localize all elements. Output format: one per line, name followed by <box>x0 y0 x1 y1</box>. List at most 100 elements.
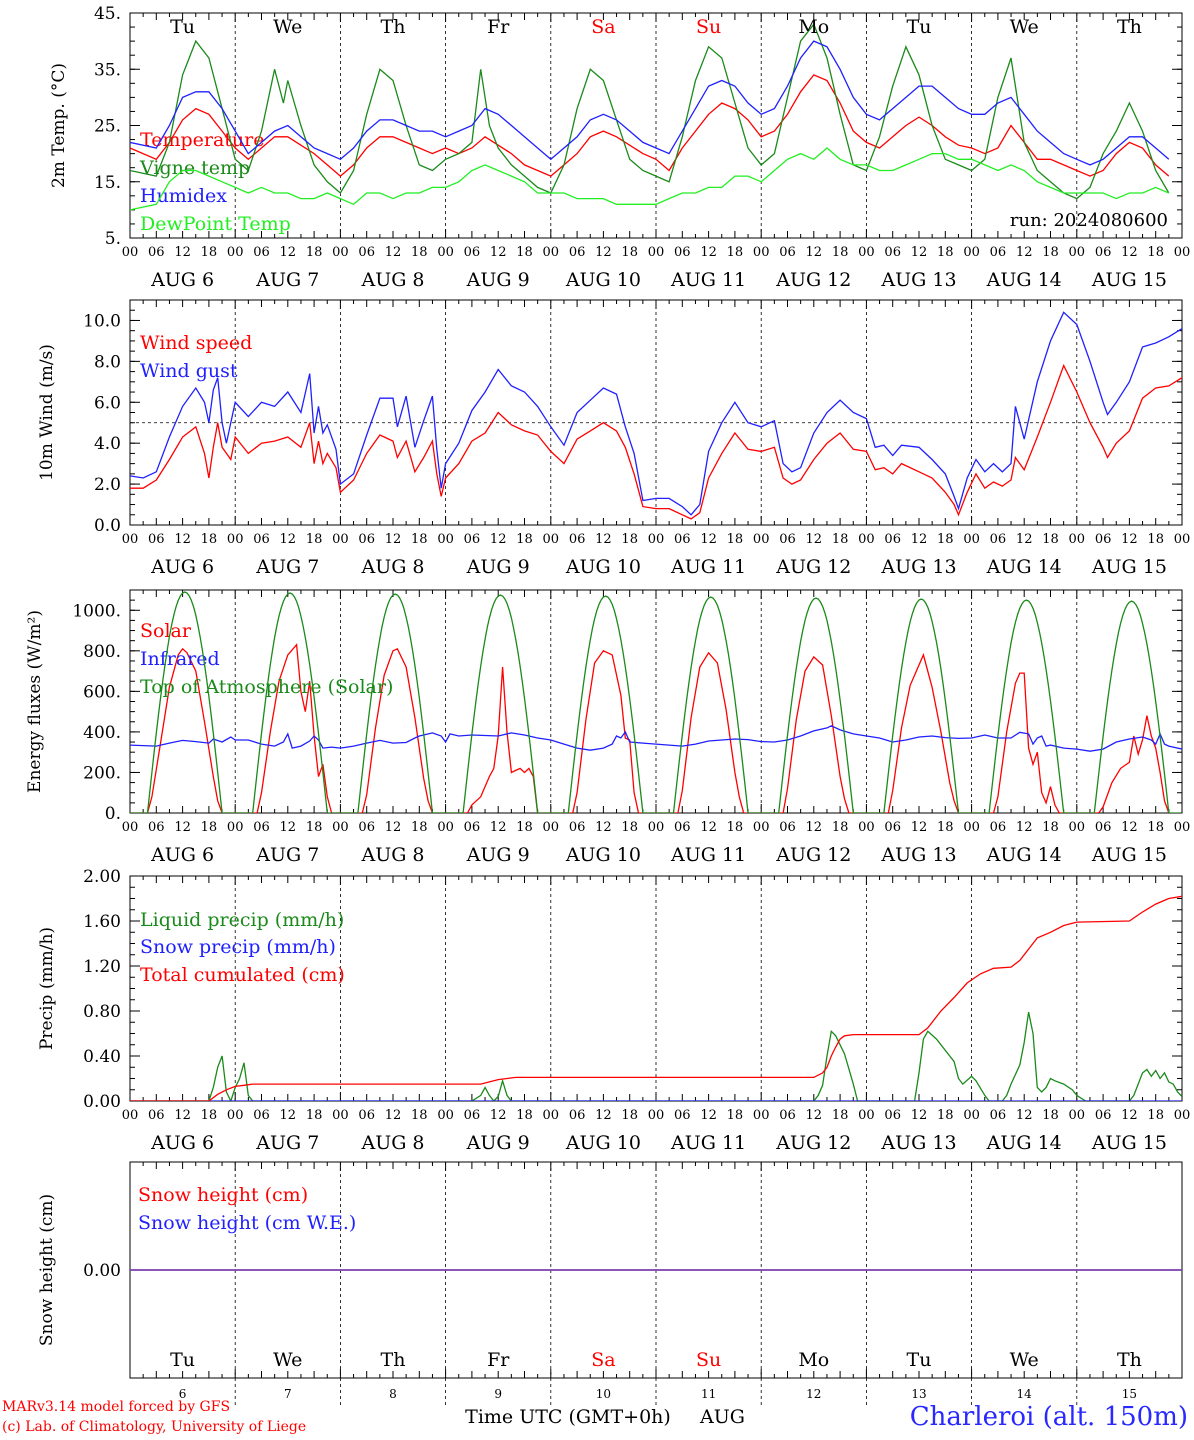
hour-label: 18 <box>1042 245 1059 260</box>
date-label: AUG 14 <box>986 269 1062 291</box>
hour-label: 00 <box>437 532 454 547</box>
y-axis-label: 10m Wind (m/s) <box>37 344 57 481</box>
date-label: AUG 7 <box>255 844 319 866</box>
hour-label: 06 <box>884 1108 901 1123</box>
hour-label: 12 <box>1121 820 1138 835</box>
hour-label: 18 <box>1147 532 1164 547</box>
hour-label: 12 <box>385 1108 402 1123</box>
day-number: 10 <box>596 1387 611 1401</box>
y-tick-label: 2.0 <box>94 475 121 495</box>
y-tick-label: 200. <box>83 763 121 783</box>
day-number: 12 <box>806 1387 821 1401</box>
date-label: AUG 13 <box>880 556 956 578</box>
series-wind-speed <box>130 363 1182 520</box>
day-name: Tu <box>170 16 195 38</box>
hour-label: 00 <box>963 1108 980 1123</box>
hour-label: 12 <box>1121 1108 1138 1123</box>
hour-label: 12 <box>174 532 191 547</box>
hour-label: 12 <box>806 532 823 547</box>
legend-humidex: Humidex <box>140 185 227 207</box>
hour-label: 12 <box>806 245 823 260</box>
hour-label: 00 <box>122 1108 139 1123</box>
lab-credit: (c) Lab. of Climatology, University of L… <box>2 1419 307 1435</box>
y-tick-label: 45. <box>94 4 121 24</box>
y-tick-label: 1.20 <box>83 957 121 977</box>
hour-label: 00 <box>1174 1108 1191 1123</box>
month-label: AUG <box>699 1406 745 1428</box>
y-tick-label: 35. <box>94 60 121 80</box>
hour-label: 06 <box>779 820 796 835</box>
run-label: run: 2024080600 <box>1010 210 1168 231</box>
hour-label: 06 <box>990 532 1007 547</box>
hour-label: 18 <box>516 1108 533 1123</box>
date-label: AUG 8 <box>360 844 424 866</box>
hour-label: 00 <box>332 245 349 260</box>
day-number: 6 <box>179 1387 187 1401</box>
date-label: AUG 15 <box>1091 1132 1167 1154</box>
hour-label: 18 <box>411 245 428 260</box>
hour-label: 12 <box>385 245 402 260</box>
hour-label: 18 <box>411 532 428 547</box>
day-name: Th <box>1117 16 1142 38</box>
y-tick-label: 2.00 <box>83 867 121 887</box>
hour-label: 00 <box>543 245 560 260</box>
date-label: AUG 11 <box>670 844 746 866</box>
legend-wind-speed: Wind speed <box>140 332 252 354</box>
day-number: 8 <box>389 1387 397 1401</box>
date-label: AUG 8 <box>360 269 424 291</box>
hour-label: 12 <box>280 820 297 835</box>
hour-label: 06 <box>464 245 481 260</box>
hour-label: 12 <box>806 1108 823 1123</box>
day-number: 13 <box>911 1387 926 1401</box>
hour-label: 12 <box>1016 245 1033 260</box>
date-label: AUG 10 <box>565 556 641 578</box>
hour-label: 18 <box>411 1108 428 1123</box>
day-name: Tu <box>170 1349 195 1371</box>
y-tick-label: 10.0 <box>83 311 121 331</box>
hour-label: 18 <box>306 1108 323 1123</box>
legend-infrared: Infrared <box>140 648 220 670</box>
hour-label: 12 <box>280 245 297 260</box>
hour-label: 18 <box>201 532 218 547</box>
hour-label: 00 <box>963 532 980 547</box>
hour-label: 12 <box>385 820 402 835</box>
panel-5: 0.00 Snow height (cm) Snow height (cm) Snow… <box>37 1161 1183 1379</box>
hour-label: 18 <box>1042 820 1059 835</box>
day-name: Fr <box>487 1349 510 1371</box>
legend-dewpoint-temp: DewPoint Temp <box>140 213 291 235</box>
hour-label: 00 <box>227 1108 244 1123</box>
hour-label: 00 <box>332 820 349 835</box>
date-label: AUG 15 <box>1091 844 1167 866</box>
hour-label: 18 <box>516 820 533 835</box>
hour-label: 06 <box>884 245 901 260</box>
day-number: 15 <box>1122 1387 1137 1401</box>
hour-label: 18 <box>621 1108 638 1123</box>
hour-label: 00 <box>963 820 980 835</box>
hour-label: 18 <box>621 245 638 260</box>
hour-label: 06 <box>779 245 796 260</box>
hour-label: 06 <box>884 532 901 547</box>
hour-label: 18 <box>937 532 954 547</box>
hour-label: 06 <box>1095 820 1112 835</box>
hour-label: 06 <box>358 245 375 260</box>
hour-label: 06 <box>779 1108 796 1123</box>
legend-snow-precip-mm-h: Snow precip (mm/h) <box>140 936 336 958</box>
hour-label: 06 <box>253 532 270 547</box>
hour-label: 12 <box>174 820 191 835</box>
hour-label: 00 <box>753 532 770 547</box>
day-name: Th <box>381 16 406 38</box>
date-label: AUG 11 <box>670 556 746 578</box>
date-label: AUG 12 <box>775 1132 851 1154</box>
date-label: AUG 6 <box>150 556 214 578</box>
hour-label: 12 <box>700 1108 717 1123</box>
hour-label: 06 <box>569 1108 586 1123</box>
hour-label: 18 <box>832 1108 849 1123</box>
hour-label: 18 <box>727 820 744 835</box>
hour-label: 12 <box>174 245 191 260</box>
hour-label: 12 <box>1016 820 1033 835</box>
hour-label: 18 <box>727 1108 744 1123</box>
day-name: Su <box>696 16 721 38</box>
hour-label: 00 <box>753 245 770 260</box>
day-name: Sa <box>591 16 615 38</box>
hour-label: 00 <box>543 820 560 835</box>
